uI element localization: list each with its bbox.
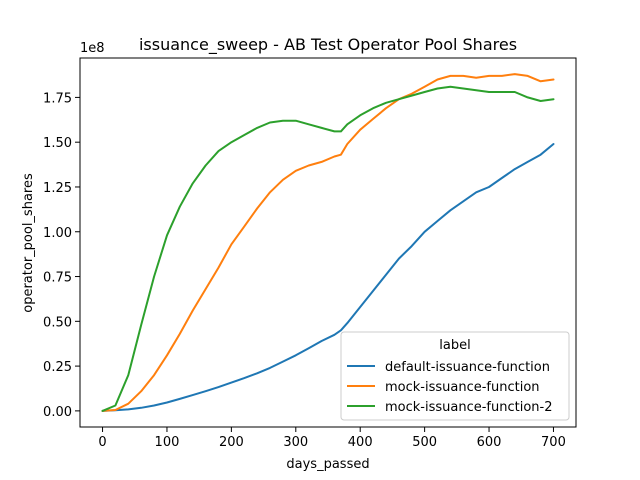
y-tick-label: 1.50 bbox=[43, 136, 72, 151]
legend-label-mock-issuance-function-2: mock-issuance-function-2 bbox=[385, 400, 553, 415]
x-tick-label: 700 bbox=[541, 435, 566, 450]
x-tick-label: 300 bbox=[283, 435, 308, 450]
series-lines bbox=[101, 73, 555, 412]
legend-box bbox=[340, 331, 570, 421]
axes-frame bbox=[79, 57, 577, 428]
legend-entries: default-issuance-function mock-issuance-f… bbox=[347, 360, 553, 415]
y-axis-label: operator_pool_shares bbox=[21, 173, 36, 313]
x-tick-label: 100 bbox=[155, 435, 180, 450]
x-tick-label: 600 bbox=[477, 435, 502, 450]
series-line-mock-issuance-function bbox=[101, 73, 555, 412]
y-tick-label: 1.00 bbox=[43, 226, 72, 241]
x-tick-label: 0 bbox=[98, 435, 106, 450]
x-tick-label: 400 bbox=[348, 435, 373, 450]
y-tick-label: 1.25 bbox=[43, 181, 72, 196]
x-axis-ticks: 0 100 200 300 400 500 600 700 bbox=[98, 427, 566, 450]
y-tick-label: 0.25 bbox=[43, 360, 72, 375]
series-line-default-issuance-function bbox=[101, 143, 555, 412]
legend: label default-issuance-function mock-issu… bbox=[340, 331, 570, 421]
y-offset-label: 1e8 bbox=[80, 41, 105, 56]
plot-area bbox=[79, 57, 577, 428]
legend-label-default-issuance-function: default-issuance-function bbox=[385, 360, 550, 375]
y-tick-label: 0.75 bbox=[43, 271, 72, 286]
y-axis-ticks: 0.00 0.25 0.50 0.75 1.00 1.25 1.50 1.75 bbox=[43, 91, 80, 420]
y-tick-label: 0.00 bbox=[43, 405, 72, 420]
chart-title: issuance_sweep - AB Test Operator Pool S… bbox=[139, 35, 517, 55]
x-tick-label: 500 bbox=[412, 435, 437, 450]
y-tick-label: 0.50 bbox=[43, 315, 72, 330]
legend-label-mock-issuance-function: mock-issuance-function bbox=[385, 380, 540, 395]
y-tick-label: 1.75 bbox=[43, 91, 72, 106]
x-tick-label: 200 bbox=[219, 435, 244, 450]
legend-title: label bbox=[439, 338, 470, 353]
series-line-mock-issuance-function-2 bbox=[101, 85, 555, 412]
x-axis-label: days_passed bbox=[286, 457, 369, 472]
